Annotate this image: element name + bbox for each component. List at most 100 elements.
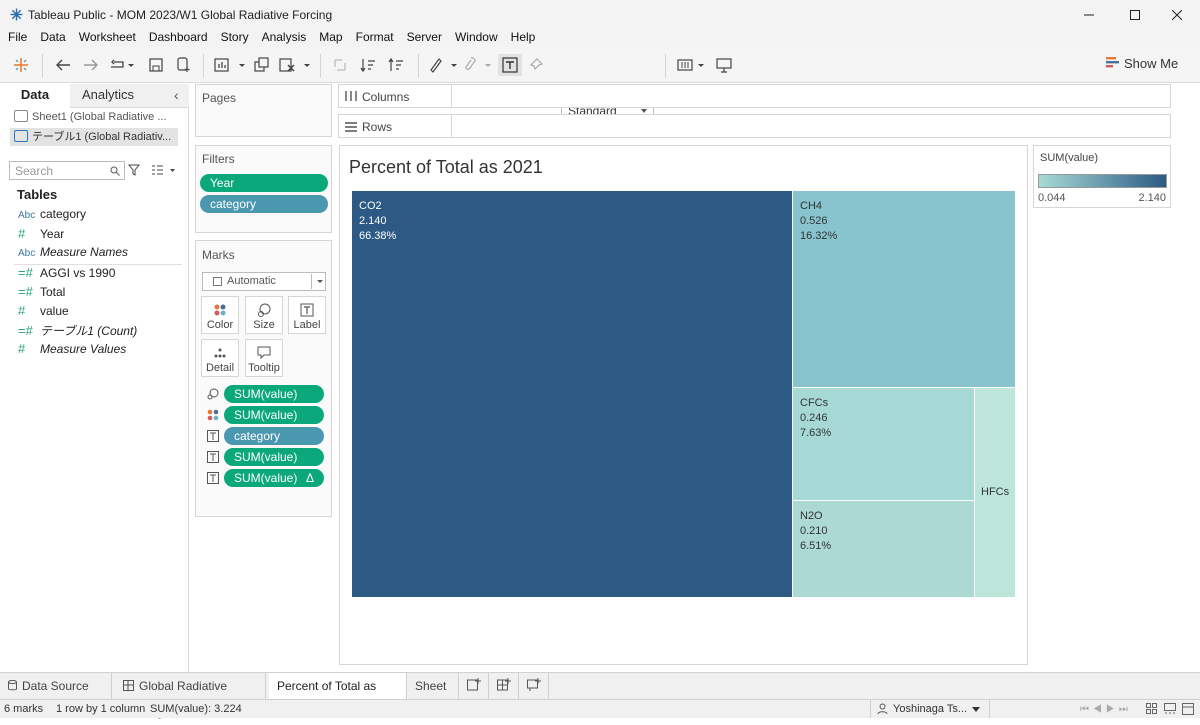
filters-shelf[interactable]: Filters Year category [195,145,332,233]
menu-analysis[interactable]: Analysis [261,30,307,44]
marks-pill-size[interactable]: SUM(value) [224,385,324,403]
filmstrip-view[interactable] [1164,703,1176,715]
menu-bar: File Data Worksheet Dashboard Story Anal… [0,30,1200,47]
view-options-button[interactable] [151,164,175,176]
treemap-tile-n2o[interactable]: N2O 0.210 6.51% [793,501,975,598]
show-me-button[interactable]: Show Me [1124,56,1179,71]
first-sheet-icon[interactable]: ⏮ [1080,704,1093,715]
pages-shelf[interactable]: Pages [195,84,332,137]
prev-sheet-icon[interactable]: ◀ [1093,704,1106,715]
fix-axes-button[interactable] [526,54,548,76]
show-cards-button[interactable] [677,54,707,76]
maximize-button[interactable] [1112,0,1158,30]
new-data-source-button[interactable] [173,54,195,76]
tab-sheet-5[interactable]: Sheet 5 [407,673,459,719]
new-worksheet-button[interactable] [213,54,247,76]
last-sheet-icon[interactable]: ⏭ [1118,704,1132,715]
field-7[interactable]: # Measure Values [18,341,126,359]
tableau-home-button[interactable] [10,54,32,76]
marks-pill-label[interactable]: SUM(value) [224,448,324,466]
collapse-pane-icon[interactable]: ‹ [174,87,179,103]
new-worksheet-tab-button[interactable] [459,673,489,699]
filter-pill-category[interactable]: category [200,195,328,213]
swap-icon [334,59,346,71]
sheet-sorter-icon[interactable] [1146,703,1158,715]
sheet-title: Percent of Total as 2021 [349,157,543,177]
clear-sheet-button[interactable] [278,54,312,76]
menu-data[interactable]: Data [40,30,66,44]
new-dashboard-tab-button[interactable] [489,673,519,699]
redo-button[interactable] [80,54,102,76]
field-0[interactable]: Abc category [18,207,86,225]
color-mark-button[interactable]: Color [201,296,239,334]
minimize-button[interactable] [1066,0,1112,30]
treemap-tile-ch4[interactable]: CH4 0.526 16.32% [793,191,1016,388]
menu-server[interactable]: Server [406,30,442,44]
field-1[interactable]: # Year [18,226,64,244]
tooltip-mark-button[interactable]: Tooltip [245,339,283,377]
field-search-input[interactable]: Search [9,161,125,180]
size-icon [246,301,282,319]
field-2[interactable]: Abc Measure Names [18,245,128,263]
field-6[interactable]: =# テーブル1 (Count) [18,322,137,340]
database-icon [8,680,17,691]
tab-percent-of-total[interactable]: Percent of Total as 2021 [269,673,407,719]
menu-window[interactable]: Window [454,30,498,44]
highlight-button[interactable] [428,54,458,76]
save-icon [149,58,163,72]
duplicate-sheet-button[interactable] [251,54,273,76]
group-members-button[interactable] [462,54,492,76]
undo-button[interactable] [52,54,74,76]
paperclip-icon [465,57,491,70]
sheet-navigation[interactable]: ⏮◀▶⏭ [1080,704,1132,715]
marks-pill-label[interactable]: category [224,427,324,445]
close-button[interactable] [1154,0,1200,30]
field-3[interactable]: =# AGGI vs 1990 [18,265,115,283]
rows-shelf[interactable]: Rows [338,114,1171,138]
columns-shelf[interactable]: Columns [338,84,1171,108]
detail-mark-button[interactable]: Detail [201,339,239,377]
tile-category: CFCs [800,397,829,409]
next-sheet-icon[interactable]: ▶ [1105,704,1119,715]
view-toggles[interactable] [1146,703,1158,715]
filter-fields-button[interactable] [128,164,140,176]
tab-data-source[interactable]: Data Source [0,673,112,699]
shelf-divider [451,115,452,137]
menu-worksheet[interactable]: Worksheet [78,30,136,44]
menu-map[interactable]: Map [319,30,343,44]
treemap-tile-co2[interactable]: CO2 2.140 66.38% [352,191,793,598]
tabs-view[interactable] [1182,703,1194,715]
label-mark-button[interactable]: Label [288,296,326,334]
marks-pill-label[interactable]: SUM(value) Δ [224,469,324,487]
marks-pill-color[interactable]: SUM(value) [224,406,324,424]
presentation-mode-button[interactable] [713,54,735,76]
tab-data[interactable]: Data [0,84,70,108]
user-menu[interactable]: Yoshinaga Ts... [870,700,990,718]
menu-file[interactable]: File [8,30,28,44]
show-mark-labels-button[interactable] [498,54,522,76]
menu-help[interactable]: Help [510,30,536,44]
data-source-sheet1[interactable]: Sheet1 (Global Radiative ... [14,110,184,128]
size-mark-button[interactable]: Size [245,296,283,334]
field-5[interactable]: # value [18,303,69,321]
menu-format[interactable]: Format [355,30,394,44]
mark-type-select[interactable]: Automatic [202,272,326,291]
new-story-tab-button[interactable] [519,673,549,699]
sort-ascending-button[interactable] [357,54,379,76]
field-4[interactable]: =# Total [18,284,65,302]
treemap-tile-hfcs[interactable]: HFCs [975,388,1016,598]
table-calc-delta-icon: Δ [305,471,314,485]
menu-story[interactable]: Story [220,30,249,44]
replay-button[interactable] [108,54,136,76]
menu-dashboard[interactable]: Dashboard [148,30,208,44]
save-button[interactable] [145,54,167,76]
swap-rows-columns-button[interactable] [329,54,351,76]
tab-global-radiative-forcing[interactable]: Global Radiative Forcing [115,673,266,719]
tab-analytics[interactable]: Analytics ‹ [70,84,189,108]
toolbar-separator [418,54,419,78]
sort-descending-button[interactable] [385,54,407,76]
filter-pill-year[interactable]: Year [200,174,328,192]
data-source-table1[interactable]: テーブル1 (Global Radiativ... [10,128,178,146]
sort-descending-icon [388,57,403,71]
treemap-tile-cfcs[interactable]: CFCs 0.246 7.63% [793,388,975,501]
